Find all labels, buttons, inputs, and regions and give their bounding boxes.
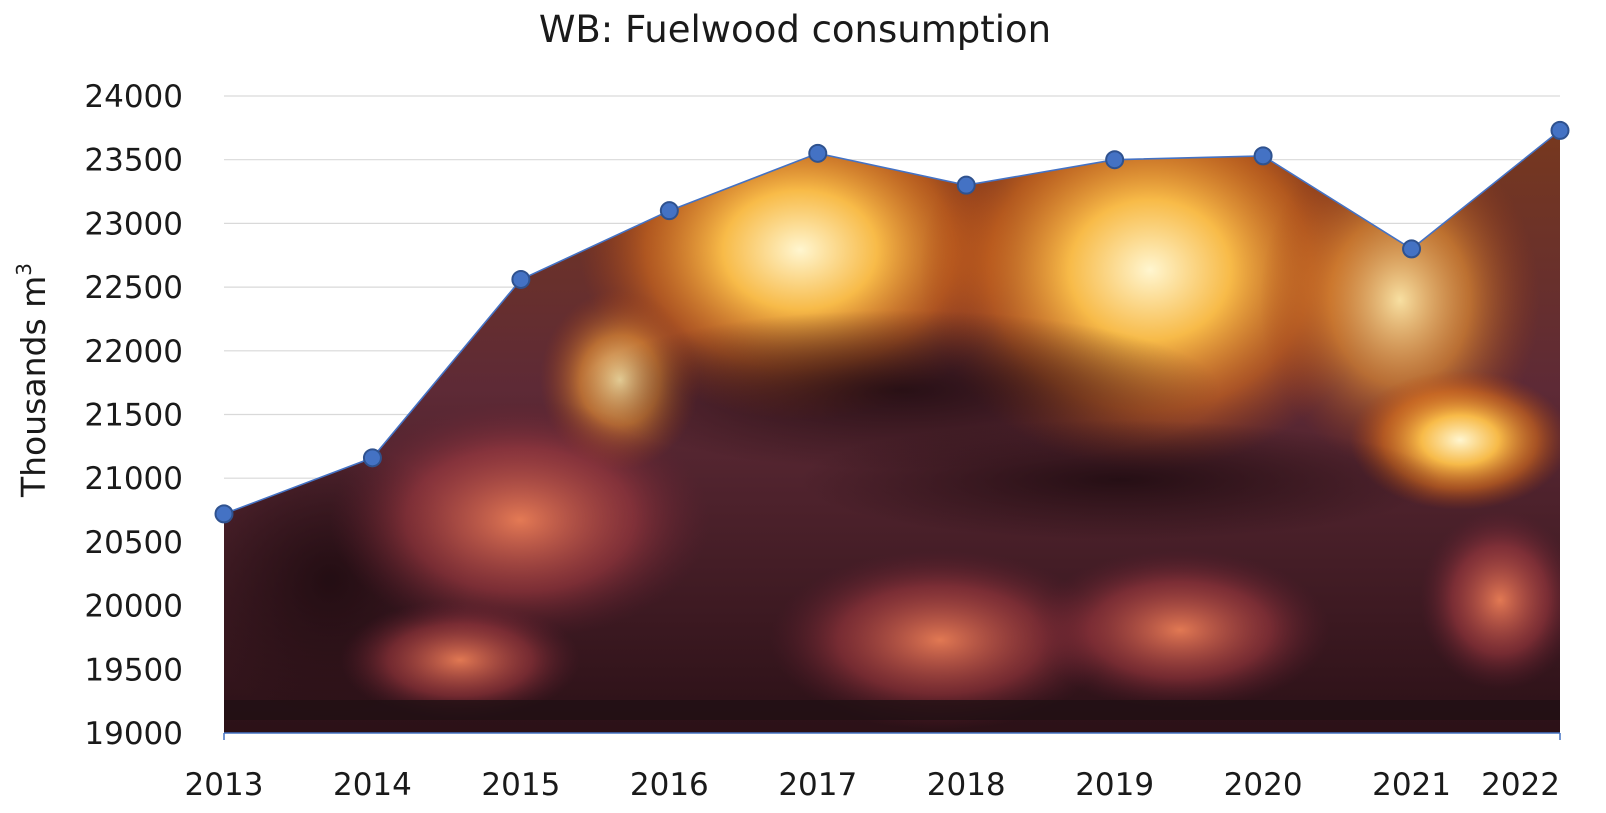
data-point-marker	[1550, 120, 1570, 140]
x-tick-label: 2021	[1372, 767, 1451, 803]
data-point-marker	[1253, 146, 1273, 166]
x-tick-label: 2017	[778, 767, 857, 803]
x-tick-label: 2020	[1224, 767, 1303, 803]
y-tick-label: 22500	[84, 270, 183, 306]
data-point-marker	[362, 448, 382, 468]
y-tick-label: 23000	[84, 206, 183, 242]
data-point-marker	[956, 175, 976, 195]
ember-glow	[770, 550, 1110, 730]
y-axis-ticks: 19000 19500 20000 20500 21000 21500 22000 22500…	[84, 79, 183, 752]
y-axis-label-text: Thousands m	[14, 276, 53, 498]
y-tick-label: 21000	[84, 461, 183, 497]
ember-glow	[1030, 550, 1330, 710]
y-tick-label: 23500	[84, 143, 183, 179]
data-point-marker	[214, 504, 234, 524]
y-tick-label: 22000	[84, 334, 183, 370]
ember-glow	[1420, 510, 1560, 690]
x-tick-label: 2013	[185, 767, 264, 803]
x-tick-label: 2014	[333, 767, 412, 803]
x-axis-ticks: 2013 2014 2015 2016 2017 2018 2019 2020 2021 2022	[185, 767, 1560, 803]
y-tick-label: 19500	[84, 652, 183, 688]
ember-glow	[340, 600, 580, 720]
y-axis-label-superscript: 3	[12, 263, 36, 276]
log-shadow	[800, 420, 1440, 540]
x-tick-label: 2015	[481, 767, 560, 803]
ember-glow	[330, 400, 710, 640]
x-tick-label: 2016	[630, 767, 709, 803]
area-bottom-shadow	[224, 700, 1560, 720]
data-point-marker	[659, 201, 679, 221]
y-tick-label: 19000	[84, 716, 183, 752]
x-tick-label: 2018	[927, 767, 1006, 803]
data-point-marker	[1105, 150, 1125, 170]
y-tick-label: 21500	[84, 398, 183, 434]
data-point-marker	[808, 143, 828, 163]
series-markers	[214, 120, 1570, 524]
x-tick-label: 2019	[1075, 767, 1154, 803]
data-point-marker	[511, 269, 531, 289]
data-point-marker	[1402, 239, 1422, 259]
y-tick-label: 24000	[84, 79, 183, 115]
x-tick-label: 2022	[1481, 767, 1560, 803]
y-tick-label: 20500	[84, 525, 183, 561]
y-axis-label: Thousands m3	[12, 263, 53, 498]
y-tick-label: 20000	[84, 589, 183, 625]
chart-title: WB: Fuelwood consumption	[539, 8, 1051, 51]
series-line	[223, 129, 1561, 515]
area-fill	[224, 130, 1560, 733]
